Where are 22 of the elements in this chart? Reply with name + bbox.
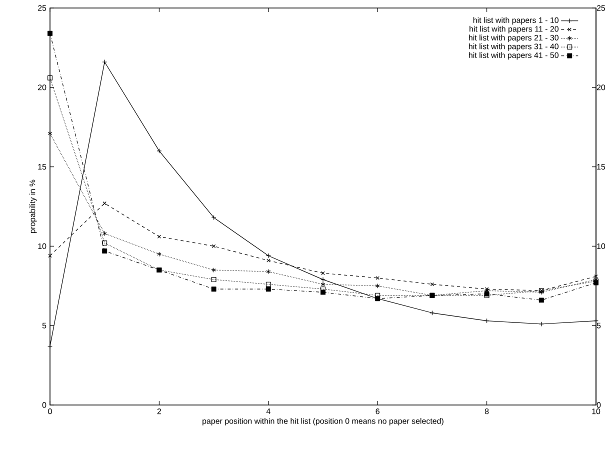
point xyxy=(376,276,380,280)
point xyxy=(375,292,380,298)
point xyxy=(102,248,108,254)
point xyxy=(211,277,216,282)
point xyxy=(102,201,106,206)
point xyxy=(157,252,162,257)
point xyxy=(212,268,216,273)
point xyxy=(211,286,216,292)
point xyxy=(375,283,380,288)
point xyxy=(48,130,52,136)
point xyxy=(48,75,52,80)
point xyxy=(102,240,108,246)
point xyxy=(266,269,271,274)
point xyxy=(266,286,271,292)
point xyxy=(266,258,270,262)
point xyxy=(321,271,325,276)
point xyxy=(320,290,326,295)
point xyxy=(538,298,544,303)
point xyxy=(102,231,107,236)
point xyxy=(48,254,52,258)
point xyxy=(266,282,271,287)
point xyxy=(48,30,52,36)
